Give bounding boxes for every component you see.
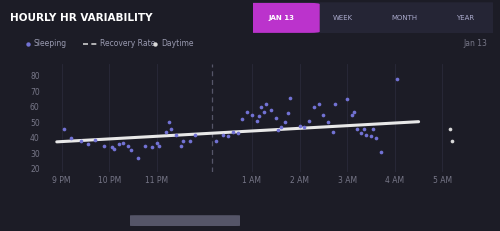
Point — [276, 125, 284, 129]
Point — [255, 114, 263, 118]
Point — [120, 141, 128, 144]
Point — [243, 110, 251, 113]
Point — [260, 110, 268, 113]
Point — [284, 111, 292, 115]
Point — [376, 150, 384, 154]
Point — [320, 113, 328, 117]
Point — [367, 135, 375, 138]
Point — [220, 133, 228, 137]
Point — [324, 121, 332, 124]
Point — [224, 135, 232, 138]
Point — [100, 144, 108, 148]
Point — [372, 136, 380, 140]
Point — [272, 116, 280, 120]
Point — [151, 42, 159, 46]
Text: JAN 13: JAN 13 — [269, 15, 295, 21]
Point — [155, 144, 163, 148]
Text: Jan 13: Jan 13 — [464, 40, 487, 48]
Point — [179, 139, 187, 143]
Point — [267, 108, 275, 112]
Point — [186, 139, 194, 143]
Text: HOURLY HR VARIABILITY: HOURLY HR VARIABILITY — [10, 13, 152, 23]
Point — [238, 118, 246, 121]
Point — [300, 125, 308, 129]
Point — [360, 127, 368, 131]
Point — [176, 144, 184, 148]
Point — [248, 113, 256, 117]
Point — [153, 141, 161, 144]
Point — [164, 121, 172, 124]
Point — [393, 77, 401, 81]
Text: YEAR: YEAR — [456, 15, 474, 21]
FancyBboxPatch shape — [244, 3, 320, 33]
Point — [134, 156, 141, 160]
Point — [314, 102, 322, 106]
Point — [262, 102, 270, 106]
Point — [448, 139, 456, 143]
Point — [352, 127, 360, 131]
Point — [348, 113, 356, 117]
Point — [296, 124, 304, 128]
Text: WEEK: WEEK — [333, 15, 353, 21]
Point — [274, 128, 282, 132]
FancyBboxPatch shape — [130, 215, 240, 226]
Point — [76, 139, 84, 143]
Point — [110, 147, 118, 151]
Point — [167, 127, 175, 131]
Point — [258, 105, 266, 109]
Point — [191, 133, 199, 137]
Point — [126, 149, 134, 152]
Point — [172, 133, 180, 137]
Point — [282, 121, 290, 124]
Point — [329, 130, 337, 134]
Point — [446, 127, 454, 131]
Point — [310, 105, 318, 109]
Point — [114, 142, 122, 146]
Point — [305, 119, 313, 123]
Text: Daytime: Daytime — [162, 40, 194, 48]
Point — [84, 142, 92, 146]
Point — [24, 42, 32, 46]
Point — [362, 133, 370, 137]
Point — [67, 136, 75, 140]
Point — [141, 144, 149, 148]
Point — [332, 102, 340, 106]
Point — [252, 119, 260, 123]
FancyBboxPatch shape — [242, 2, 500, 33]
Point — [286, 96, 294, 100]
Point — [91, 138, 99, 141]
Point — [124, 144, 132, 148]
Point — [343, 97, 351, 101]
Point — [358, 131, 366, 135]
Text: MONTH: MONTH — [391, 15, 417, 21]
Point — [234, 131, 241, 135]
Point — [148, 146, 156, 149]
Point — [108, 146, 116, 149]
Text: Recovery Rate: Recovery Rate — [100, 40, 156, 48]
Point — [60, 127, 68, 131]
Point — [212, 139, 220, 143]
Point — [229, 130, 237, 134]
Text: Sleeping: Sleeping — [34, 40, 67, 48]
Point — [162, 130, 170, 134]
Point — [350, 110, 358, 113]
Point — [370, 127, 378, 131]
